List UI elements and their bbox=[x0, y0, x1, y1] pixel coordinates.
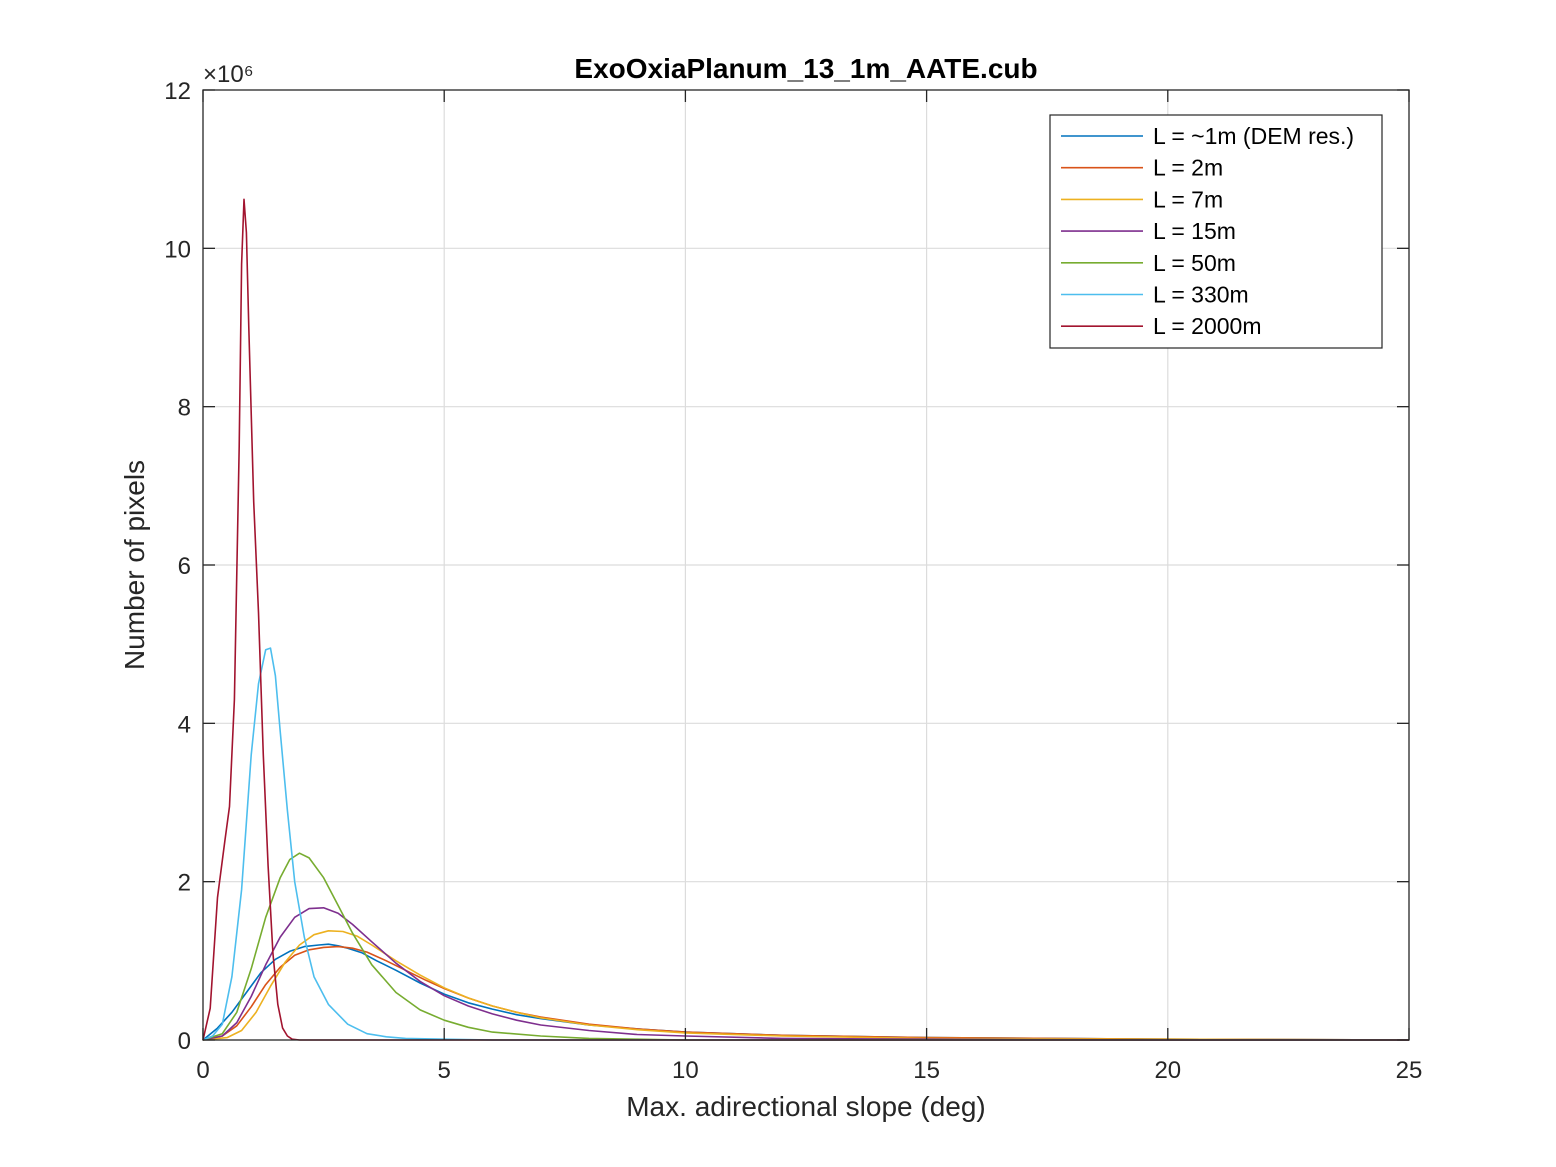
x-tick-label: 20 bbox=[1154, 1057, 1181, 1084]
y-tick-label: 0 bbox=[178, 1028, 191, 1055]
x-tick-label: 5 bbox=[438, 1057, 451, 1084]
x-tick-label: 0 bbox=[196, 1057, 209, 1084]
ticks bbox=[202, 89, 1410, 1041]
legend: L = ~1m (DEM res.) L = 2m L = 7m L = 15m L =… bbox=[1049, 114, 1383, 349]
y-tick-label: 10 bbox=[164, 236, 191, 263]
x-tick-label: 10 bbox=[672, 1057, 699, 1084]
legend-entry-3: L = 15m bbox=[1153, 218, 1236, 244]
legend-entry-6: L = 2000m bbox=[1153, 313, 1261, 339]
legend-entry-1: L = 2m bbox=[1153, 155, 1223, 181]
y-tick-label: 12 bbox=[164, 78, 191, 105]
x-tick-label: 25 bbox=[1396, 1057, 1423, 1084]
y-axis-label: Number of pixels bbox=[119, 460, 150, 670]
legend-entry-5: L = 330m bbox=[1153, 282, 1249, 308]
legend-entry-0: L = ~1m (DEM res.) bbox=[1153, 123, 1354, 149]
legend-entry-4: L = 50m bbox=[1153, 250, 1236, 276]
series-line-5 bbox=[202, 647, 1409, 1041]
series-group bbox=[202, 198, 1410, 1041]
legend-entry-2: L = 7m bbox=[1153, 186, 1223, 212]
tick-labels: 0 5 10 15 20 25 0 2 4 6 8 10 12 bbox=[164, 78, 1422, 1084]
y-exponent-label: ×10⁶ bbox=[203, 61, 254, 88]
y-tick-label: 8 bbox=[178, 395, 191, 422]
y-tick-label: 4 bbox=[178, 711, 191, 738]
series-line-3 bbox=[202, 907, 1409, 1041]
series-line-6 bbox=[202, 198, 1409, 1041]
y-tick-label: 2 bbox=[178, 870, 191, 897]
chart-title: ExoOxiaPlanum_13_1m_AATE.cub bbox=[574, 53, 1037, 84]
x-axis-label: Max. adirectional slope (deg) bbox=[626, 1091, 986, 1122]
series-line-2 bbox=[202, 930, 1410, 1041]
y-tick-label: 6 bbox=[178, 553, 191, 580]
x-tick-label: 15 bbox=[913, 1057, 940, 1084]
